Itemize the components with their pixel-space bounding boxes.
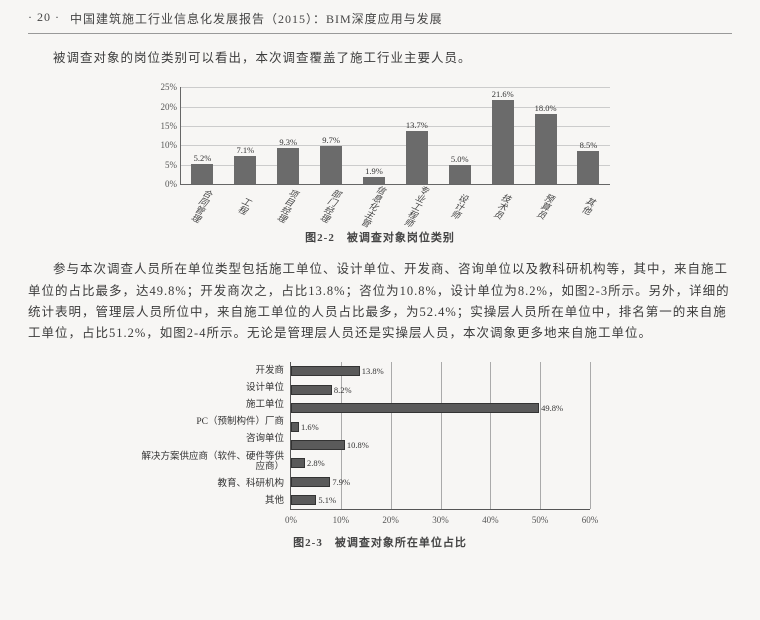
hbar-value-label: 7.9% [332, 477, 350, 487]
hbar [291, 366, 360, 376]
ytick: 15% [145, 121, 177, 131]
hbar-value-label: 13.8% [362, 366, 384, 376]
hbar [291, 403, 539, 413]
hbar [291, 385, 332, 395]
y-label: 施工单位 [140, 400, 288, 410]
x-label: 合同管理 [172, 179, 215, 226]
x-label: 项目经理 [258, 179, 301, 226]
ytick: 10% [145, 140, 177, 150]
x-label: 技术员 [473, 179, 516, 226]
bar-value-label: 7.1% [236, 145, 254, 155]
hbar [291, 458, 305, 468]
hbar-value-label: 2.8% [307, 458, 325, 468]
ytick: 5% [145, 160, 177, 170]
bar [320, 146, 342, 184]
bar-value-label: 5.0% [451, 154, 469, 164]
bar-value-label: 5.2% [194, 153, 212, 163]
hbar [291, 440, 345, 450]
page-header: · 20 · 中国建筑施工行业信息化发展报告（2015）：BIM深度应用与发展 [28, 10, 732, 34]
bar [277, 148, 299, 184]
chart-2-2: 0% 5% 10% 15% 20% 25% 5.2% 7.1% 9.3% 9.7% 1.9% 13.7… [140, 83, 620, 223]
ytick: 0% [145, 179, 177, 189]
y-label: 开发商 [140, 366, 288, 376]
xtick: 10% [333, 515, 350, 525]
x-label: 部门经理 [301, 179, 344, 226]
bar [234, 156, 256, 184]
hbar-value-label: 10.8% [347, 440, 369, 450]
y-label: 咨询单位 [140, 434, 288, 444]
x-label: 专业工程师 [387, 179, 430, 226]
bar [406, 131, 428, 185]
hbar-value-label: 8.2% [334, 385, 352, 395]
xtick: 30% [432, 515, 449, 525]
page-number: · 20 · [28, 10, 60, 27]
paragraph-2: 参与本次调查人员所在单位类型包括施工单位、设计单位、开发商、咨询单位以及教科研机… [28, 259, 732, 344]
hbar-value-label: 49.8% [541, 403, 563, 413]
bar-value-label: 8.5% [580, 140, 598, 150]
bar [492, 100, 514, 185]
ytick: 25% [145, 82, 177, 92]
bar-value-label: 9.3% [279, 137, 297, 147]
chart-2-2-caption: 图2-2 被调查对象岗位类别 [28, 229, 732, 245]
header-title: 中国建筑施工行业信息化发展报告（2015）：BIM深度应用与发展 [70, 10, 443, 27]
hbar [291, 495, 316, 505]
x-label: 工程 [215, 179, 258, 226]
chart-2-3: 开发商设计单位施工单位 PC（预制构件）厂商咨询单位解决方案供应商（软件、硬件等供… [140, 358, 620, 528]
y-label: 设计单位 [140, 383, 288, 393]
xtick: 60% [582, 515, 599, 525]
y-label: 解决方案供应商（软件、硬件等供应商） [140, 452, 288, 473]
xtick: 20% [382, 515, 399, 525]
bar [577, 151, 599, 184]
y-label: PC（预制构件）厂商 [140, 417, 288, 427]
y-label: 教育、科研机构 [140, 479, 288, 489]
x-label: 设计师 [430, 179, 473, 226]
x-label: 信息化主管 [344, 179, 387, 226]
bar [535, 114, 557, 185]
x-label: 其他 [559, 179, 602, 226]
hbar [291, 477, 330, 487]
ytick: 20% [145, 102, 177, 112]
bar-value-label: 21.6% [492, 89, 514, 99]
xtick: 0% [285, 515, 297, 525]
bar-value-label: 18.0% [535, 103, 557, 113]
hbar-value-label: 5.1% [318, 495, 336, 505]
hbar-value-label: 1.6% [301, 422, 319, 432]
paragraph-1: 被调查对象的岗位类别可以看出，本次调查覆盖了施工行业主要人员。 [28, 48, 732, 69]
bar-value-label: 9.7% [322, 135, 340, 145]
y-label: 其他 [140, 496, 288, 506]
hbar [291, 422, 299, 432]
x-label: 预算员 [516, 179, 559, 226]
bar-value-label: 1.9% [365, 166, 383, 176]
chart-2-3-caption: 图2-3 被调查对象所在单位占比 [28, 534, 732, 550]
xtick: 50% [532, 515, 549, 525]
xtick: 40% [482, 515, 499, 525]
bar-value-label: 13.7% [406, 120, 428, 130]
